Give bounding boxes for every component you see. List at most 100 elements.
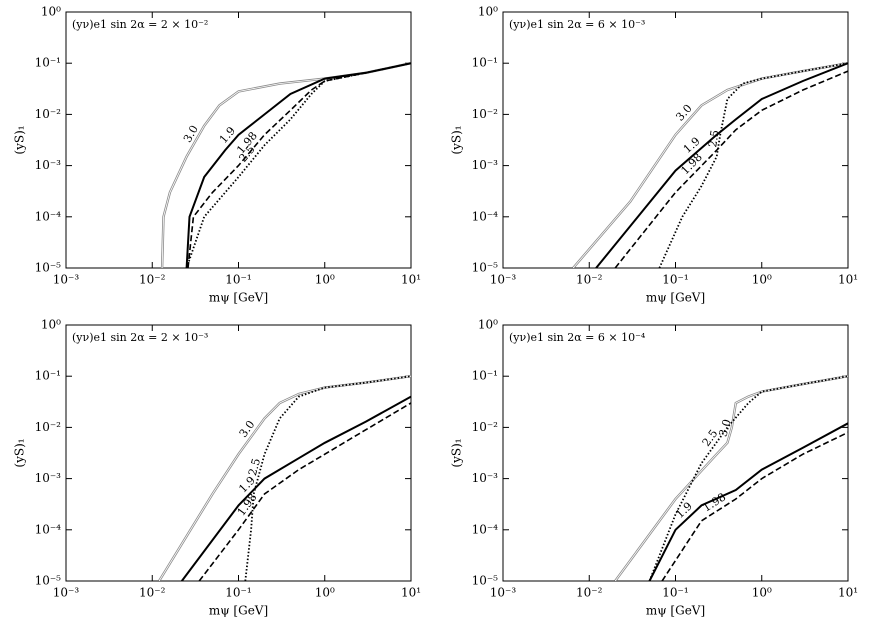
curve-group xyxy=(244,375,411,581)
panel-annotation: (yν)e1 sin 2α = 2 × 10⁻² xyxy=(72,18,208,31)
y-tick-label: 10⁻² xyxy=(35,420,62,434)
curve-group xyxy=(185,62,411,268)
y-tick-label: 10⁻¹ xyxy=(35,56,61,70)
curve-group xyxy=(187,62,411,268)
curve-label: 3.0 xyxy=(673,102,694,124)
x-tick-label: 10⁻¹ xyxy=(662,273,688,287)
x-tick-label: 10⁻³ xyxy=(53,586,80,600)
y-tick-label: 10⁻¹ xyxy=(35,369,61,383)
x-tick-label: 10⁻³ xyxy=(490,586,517,600)
x-tick-label: 10⁰ xyxy=(315,273,335,287)
curve xyxy=(614,70,848,268)
curve-group xyxy=(185,62,411,268)
y-tick-label: 10⁻⁴ xyxy=(35,209,62,223)
x-tick-label: 10⁻³ xyxy=(490,273,517,287)
curve-inner xyxy=(614,375,848,581)
curve-group xyxy=(648,375,848,581)
curve xyxy=(158,375,411,581)
curve-group xyxy=(658,62,848,268)
x-tick-label: 10⁻¹ xyxy=(662,586,688,600)
curve xyxy=(185,62,411,268)
x-tick-label: 10⁻² xyxy=(139,586,166,600)
plot-frame xyxy=(65,11,412,269)
y-tick-label: 10⁻³ xyxy=(472,158,499,172)
curve-label: 1.9 xyxy=(673,499,695,520)
curve-group xyxy=(158,375,411,581)
curve-group xyxy=(595,62,848,268)
y-tick-label: 10⁰ xyxy=(41,318,61,332)
y-tick-label: 10⁻² xyxy=(35,107,62,121)
curve-group xyxy=(198,402,411,581)
y-tick-label: 10⁰ xyxy=(478,318,498,332)
curve xyxy=(595,62,848,268)
y-tick-label: 10⁻⁵ xyxy=(35,261,62,275)
y-tick-label: 10⁻³ xyxy=(35,158,62,172)
y-tick-label: 10⁻³ xyxy=(472,471,499,485)
curve-label: 3.0 xyxy=(237,418,258,440)
plot-frame xyxy=(502,11,849,269)
x-tick-label: 10⁻¹ xyxy=(225,586,251,600)
curve xyxy=(648,375,848,581)
curve-label: 3.0 xyxy=(181,123,201,145)
y-axis-label: (yS)₁ xyxy=(450,438,464,467)
x-tick-label: 10⁻³ xyxy=(53,273,80,287)
curve-label: 1.9 xyxy=(681,135,703,156)
curve-group xyxy=(181,395,411,581)
x-tick-label: 10⁰ xyxy=(752,586,772,600)
panel-annotation: (yν)e1 sin 2α = 2 × 10⁻³ xyxy=(72,331,208,344)
curve-group xyxy=(614,375,848,581)
y-tick-label: 10⁻⁴ xyxy=(472,209,499,223)
x-tick-label: 10⁰ xyxy=(752,273,772,287)
y-axis-label: (yS)₁ xyxy=(450,125,464,154)
y-tick-label: 10⁰ xyxy=(478,5,498,19)
curve xyxy=(160,62,411,268)
x-tick-label: 10¹ xyxy=(838,273,858,287)
x-tick-label: 10⁻² xyxy=(576,273,603,287)
curve-group xyxy=(661,431,848,581)
curve xyxy=(572,62,848,268)
x-tick-label: 10¹ xyxy=(401,273,421,287)
panel-annotation: (yν)e1 sin 2α = 6 × 10⁻³ xyxy=(509,18,645,31)
curve-group xyxy=(648,422,848,581)
plot-frame xyxy=(502,324,849,582)
y-tick-label: 10⁻¹ xyxy=(472,369,498,383)
curve xyxy=(658,62,848,268)
y-tick-label: 10⁻⁵ xyxy=(35,574,62,588)
x-tick-label: 10⁻¹ xyxy=(225,273,251,287)
curve-label: 3.0 xyxy=(716,418,733,438)
y-tick-label: 10⁻³ xyxy=(35,471,62,485)
y-tick-label: 10⁻⁴ xyxy=(35,522,62,536)
curve xyxy=(185,62,411,268)
x-axis-label: mψ [GeV] xyxy=(209,291,268,305)
y-tick-label: 10⁻² xyxy=(472,107,499,121)
curve-label: 2.5 xyxy=(246,457,263,477)
curve-label: 2.5 xyxy=(706,129,722,148)
y-axis-label: (yS)₁ xyxy=(13,125,27,154)
curve xyxy=(244,375,411,581)
y-tick-label: 10⁻² xyxy=(472,420,499,434)
curve-label: 1.98 xyxy=(701,490,729,514)
curve xyxy=(187,62,411,268)
curve xyxy=(198,402,411,581)
curve-group xyxy=(614,70,848,268)
curve-label: 1.98 xyxy=(679,151,705,178)
curve-group xyxy=(160,62,411,268)
x-tick-label: 10¹ xyxy=(838,586,858,600)
curve-label: 1.98 xyxy=(235,491,260,518)
x-axis-label: mψ [GeV] xyxy=(646,291,705,305)
y-axis-label: (yS)₁ xyxy=(13,438,27,467)
curve-inner xyxy=(158,375,411,581)
y-tick-label: 10⁻⁵ xyxy=(472,261,499,275)
curve xyxy=(181,395,411,581)
curve xyxy=(648,422,848,581)
x-tick-label: 10⁻² xyxy=(139,273,166,287)
panel-annotation: (yν)e1 sin 2α = 6 × 10⁻⁴ xyxy=(509,331,646,344)
x-tick-label: 10¹ xyxy=(401,586,421,600)
y-tick-label: 10⁻¹ xyxy=(472,56,498,70)
curve-inner xyxy=(572,62,848,268)
curve xyxy=(661,431,848,581)
x-axis-label: mψ [GeV] xyxy=(209,604,268,618)
y-tick-label: 10⁰ xyxy=(41,5,61,19)
